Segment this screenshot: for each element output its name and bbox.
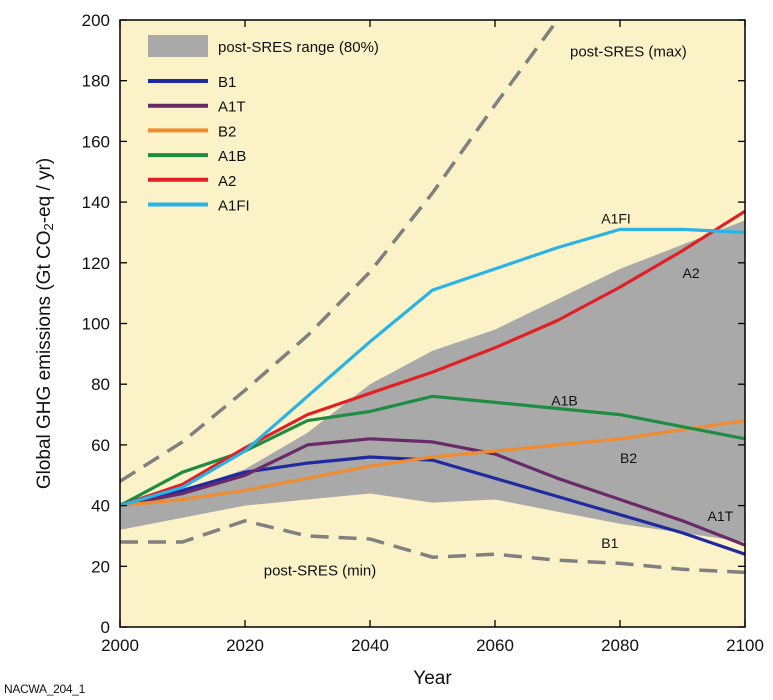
legend-label-a1t: A1T xyxy=(218,99,246,116)
figure-source-label: NACWA_204_1 xyxy=(4,682,85,696)
y-tick-label: 80 xyxy=(91,375,110,394)
y-tick-label: 20 xyxy=(91,557,110,576)
y-tick-label: 120 xyxy=(82,254,110,273)
series-line-post-sres-min xyxy=(120,519,745,575)
legend-label-a1b: A1B xyxy=(218,148,246,165)
y-tick-label: 40 xyxy=(91,497,110,516)
y-tick-label: 0 xyxy=(101,618,110,637)
annotation-b2: B2 xyxy=(620,450,637,466)
x-tick-label: 2080 xyxy=(601,636,639,655)
series-line-a2 xyxy=(120,209,745,508)
y-tick-label: 60 xyxy=(91,436,110,455)
x-tick-label: 2040 xyxy=(351,636,389,655)
annotation-post-sres-min: post-SRES (min) xyxy=(264,562,377,579)
y-axis-title: Global GHG emissions (Gt CO2-eq / yr) xyxy=(34,158,56,489)
legend-label-b2: B2 xyxy=(218,123,236,140)
legend-label-a2: A2 xyxy=(218,173,236,190)
annotation-b1: B1 xyxy=(601,535,618,551)
annotation-a1fi: A1FI xyxy=(601,210,631,226)
legend-label-range: post-SRES range (80%) xyxy=(218,39,379,56)
series-line-b1 xyxy=(120,455,745,556)
x-tick-label: 2100 xyxy=(726,636,764,655)
series-line-a1fi xyxy=(120,227,745,508)
y-tick-label: 200 xyxy=(82,11,110,30)
annotation-a1t: A1T xyxy=(708,508,734,524)
y-tick-label: 140 xyxy=(82,193,110,212)
series-line-a1b xyxy=(120,394,745,508)
x-tick-label: 2060 xyxy=(476,636,514,655)
legend-swatch-range xyxy=(148,35,208,57)
y-tick-label: 180 xyxy=(82,72,110,91)
legend-label-b1: B1 xyxy=(218,74,236,91)
annotation-a2: A2 xyxy=(683,265,700,281)
x-tick-label: 2000 xyxy=(101,636,139,655)
x-tick-label: 2020 xyxy=(226,636,264,655)
series-line-b2 xyxy=(120,419,745,508)
annotation-post-sres-max: post-SRES (max) xyxy=(570,43,687,60)
y-tick-label: 160 xyxy=(82,132,110,151)
series-line-a1t xyxy=(120,437,745,547)
annotation-a1b: A1B xyxy=(551,392,577,408)
x-axis-title: Year xyxy=(413,668,452,689)
series-line-post-sres-max xyxy=(120,20,559,483)
y-tick-label: 100 xyxy=(82,315,110,334)
legend-label-a1fi: A1FI xyxy=(218,198,250,215)
